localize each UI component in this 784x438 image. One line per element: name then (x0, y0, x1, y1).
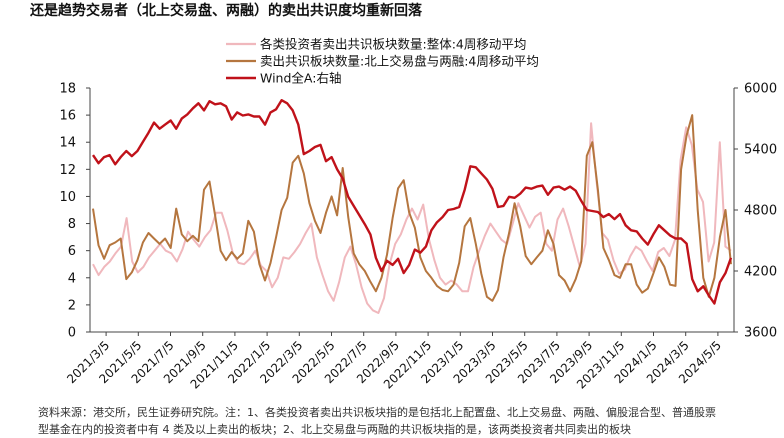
chart-series-lines (92, 98, 733, 314)
legend-label-3: Wind全A:右轴 (260, 71, 341, 86)
right-tick-label: 6000 (744, 82, 777, 97)
left-tick-label: 4 (68, 271, 76, 286)
chart-legend: 各类投资者卖出共识板块数量:整体:4周移动平均卖出共识板块数量:北上交易盘与两融… (226, 37, 539, 86)
chart-axes: 024681012141618360042004800540060002021/… (59, 82, 777, 392)
right-tick-label: 5400 (744, 143, 777, 158)
left-tick-label: 12 (59, 163, 76, 178)
chart-title: 还是趋势交易者（北上交易盘、两融）的卖出共识度均重新回落 (30, 3, 422, 19)
left-tick-label: 8 (68, 217, 76, 232)
left-tick-label: 10 (59, 190, 76, 205)
left-tick-label: 6 (68, 244, 76, 259)
footnote-line-1: 资料来源：港交所，民生证券研究院。注：1、各类投资者卖出共识板块指的是包括北上配… (38, 406, 716, 419)
legend-label-2: 卖出共识板块数量:北上交易盘与两融:4周移动平均 (260, 54, 539, 69)
right-tick-label: 4800 (744, 204, 777, 219)
right-tick-label: 4200 (744, 265, 777, 280)
left-tick-label: 2 (68, 298, 76, 313)
left-tick-label: 0 (68, 326, 76, 341)
right-tick-label: 3600 (744, 326, 777, 341)
series-line-3 (92, 98, 733, 305)
series-line-2 (92, 114, 732, 302)
series-line-1 (92, 122, 732, 314)
left-tick-label: 14 (59, 136, 76, 151)
footnote-line-2: 型基金在内的投资者中有 4 类及以上卖出的板块；2、北上交易盘与两融的共识板块指… (38, 423, 631, 436)
left-tick-label: 18 (59, 82, 76, 97)
left-tick-label: 16 (59, 109, 76, 124)
chart-footnote: 资料来源：港交所，民生证券研究院。注：1、各类投资者卖出共识板块指的是包括北上配… (38, 404, 778, 438)
line-chart: 024681012141618360042004800540060002021/… (59, 37, 777, 392)
legend-label-1: 各类投资者卖出共识板块数量:整体:4周移动平均 (260, 37, 526, 52)
